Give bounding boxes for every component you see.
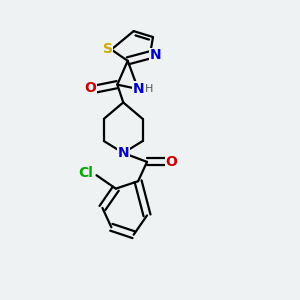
Text: O: O [166, 155, 177, 169]
Text: N: N [149, 49, 161, 62]
Text: S: S [103, 42, 113, 56]
Text: O: O [85, 82, 97, 95]
Text: N: N [117, 146, 129, 160]
Text: Cl: Cl [79, 166, 94, 180]
Text: H: H [145, 84, 153, 94]
Text: N: N [133, 82, 145, 96]
